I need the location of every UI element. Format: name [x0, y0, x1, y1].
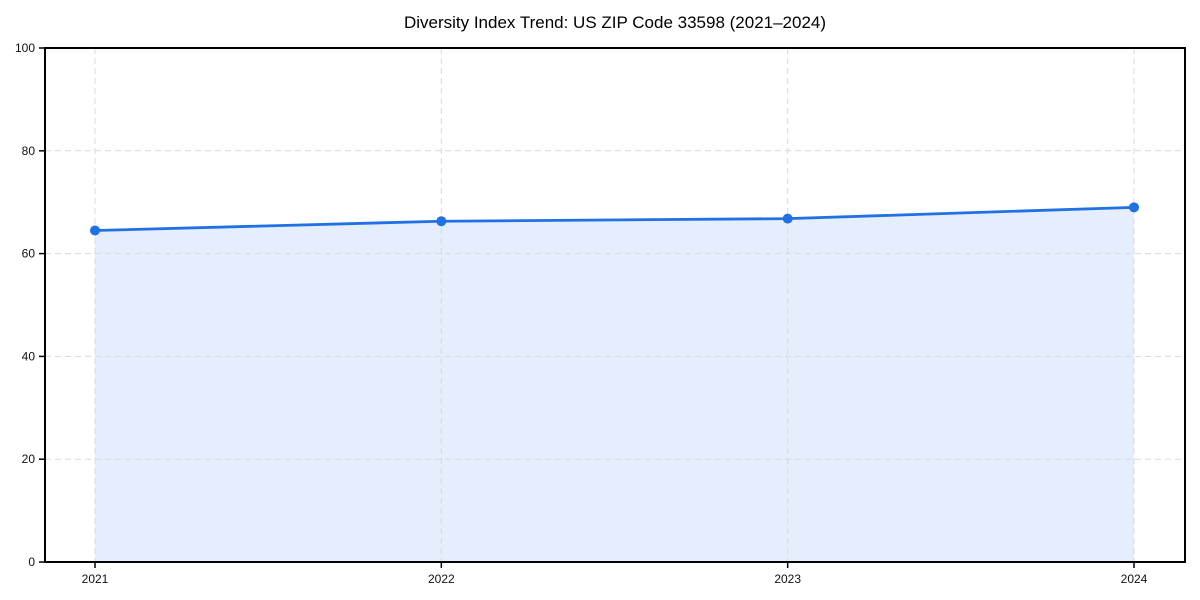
y-tick-label: 0: [28, 555, 35, 569]
x-tick-label: 2022: [428, 572, 455, 586]
trend-line: [93, 205, 1136, 232]
y-tick-label: 100: [15, 41, 35, 55]
plot-border: [44, 47, 1186, 563]
data-point-2024: [1129, 202, 1139, 213]
x-tick-label: 2024: [1121, 572, 1148, 586]
data-point-2021: [90, 225, 100, 236]
y-tick-label: 80: [22, 144, 36, 158]
chart-title: Diversity Index Trend: US ZIP Code 33598…: [403, 13, 827, 32]
y-tick-label: 60: [22, 247, 36, 261]
x-tick-label: 2021: [82, 572, 109, 586]
y-tick-label: 20: [22, 452, 36, 466]
data-point-2022: [436, 216, 447, 227]
x-tick-label: 2023: [774, 572, 801, 586]
area-fill: [95, 207, 1134, 562]
data-point-2023: [782, 213, 793, 224]
y-tick-label: 40: [22, 349, 36, 363]
